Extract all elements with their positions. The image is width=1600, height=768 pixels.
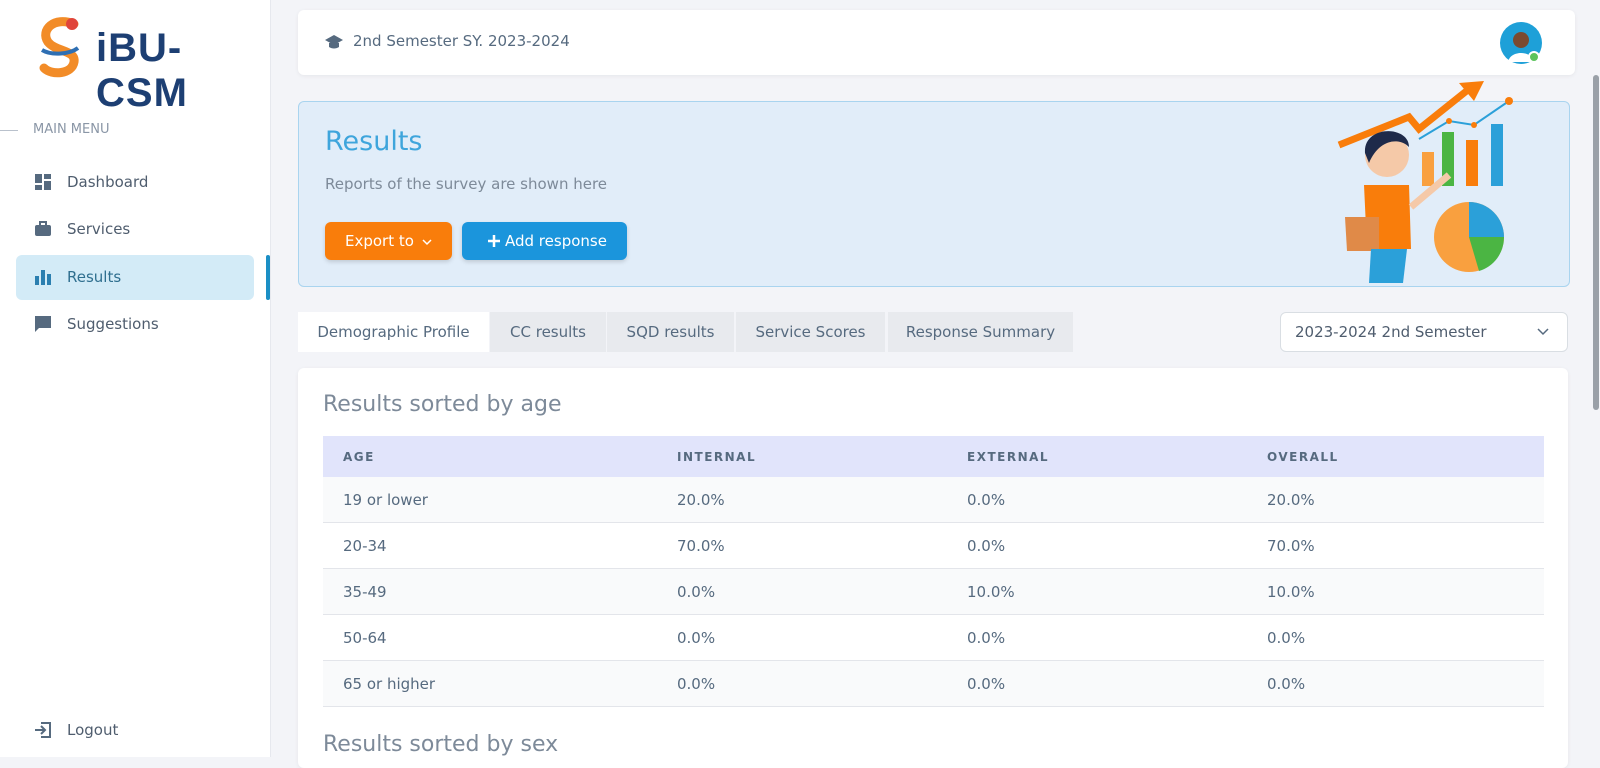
banner-subtitle: Reports of the survey are shown here xyxy=(325,175,608,193)
scroll-thumb[interactable] xyxy=(1593,75,1599,410)
active-indicator xyxy=(266,255,270,300)
table-cell: 0.0% xyxy=(947,477,1247,523)
tab[interactable]: SQD results xyxy=(607,312,734,352)
icon xyxy=(422,239,432,246)
column-header: EXTERNAL xyxy=(947,436,1247,477)
table-cell: 0.0% xyxy=(657,568,947,615)
logo-text: iBU-CSM xyxy=(96,26,188,115)
table-cell: 20-34 xyxy=(323,522,657,569)
table-row: 19 or lower 20.0% 0.0% 20.0% xyxy=(323,477,1544,523)
icon xyxy=(35,270,51,285)
table-cell: 0.0% xyxy=(1247,660,1544,707)
table-row: 20-34 70.0% 0.0% 70.0% xyxy=(323,522,1544,569)
tab[interactable]: Service Scores xyxy=(736,312,885,352)
table-row: 65 or higher 0.0% 0.0% 0.0% xyxy=(323,660,1544,707)
table-cell: 50-64 xyxy=(323,614,657,661)
icon xyxy=(35,221,51,236)
tab[interactable]: Demographic Profile xyxy=(298,312,489,352)
add-response-button[interactable]: Add response xyxy=(462,222,627,260)
icon xyxy=(35,316,51,332)
table-cell: 0.0% xyxy=(657,660,947,707)
button-label: Export to xyxy=(345,232,414,250)
table-cell: 19 or lower xyxy=(323,477,657,523)
table-cell: 0.0% xyxy=(947,660,1247,707)
table-cell: 10.0% xyxy=(1247,568,1544,615)
banner: Results Reports of the survey are shown … xyxy=(298,81,1570,287)
semester-label: 2nd Semester SY. 2023-2024 xyxy=(353,32,570,50)
menu-item[interactable]: Results xyxy=(16,255,254,300)
button-label: Add response xyxy=(505,232,607,250)
table-cell: 10.0% xyxy=(947,568,1247,615)
illustration xyxy=(1337,81,1513,283)
menu-label: Suggestions xyxy=(67,315,159,333)
top-bar: 2nd Semester SY. 2023-2024 xyxy=(298,10,1575,75)
table-row: 50-64 0.0% 0.0% 0.0% xyxy=(323,614,1544,661)
column-header: AGE xyxy=(323,436,657,477)
menu-label: Logout xyxy=(67,721,119,739)
age-table: AGE INTERNAL EXTERNAL OVERALL 19 or lower 20… xyxy=(323,436,1544,707)
section-title: Results sorted by sex xyxy=(323,732,559,757)
table-cell: 0.0% xyxy=(947,522,1247,569)
table-cell: 70.0% xyxy=(657,522,947,569)
table-cell: 20.0% xyxy=(1247,477,1544,523)
table-cell: 0.0% xyxy=(1247,614,1544,661)
logo-mark xyxy=(39,17,80,78)
logout[interactable]: Logout xyxy=(16,708,254,753)
table-body: 19 or lower 20.0% 0.0% 20.0% 20-34 70.0% 0.0% 7… xyxy=(323,477,1544,707)
menu-label: Dashboard xyxy=(67,173,149,191)
menu-item[interactable]: Suggestions xyxy=(16,302,254,347)
avatar[interactable] xyxy=(1500,22,1544,66)
icon xyxy=(325,35,343,49)
table-cell: 70.0% xyxy=(1247,522,1544,569)
menu-item[interactable]: Services xyxy=(16,207,254,252)
icon xyxy=(35,174,51,190)
table-row: 35-49 0.0% 10.0% 10.0% xyxy=(323,568,1544,615)
table-cell: 65 or higher xyxy=(323,660,657,707)
scrollbar xyxy=(1592,0,1600,757)
menu-label: Results xyxy=(67,268,122,286)
table-cell: 20.0% xyxy=(657,477,947,523)
menu-label: Services xyxy=(67,220,131,238)
menu-item[interactable]: Dashboard xyxy=(16,160,254,205)
semester-select[interactable]: 2023-2024 2nd Semester xyxy=(1280,312,1568,352)
section-title: Results sorted by age xyxy=(323,392,562,417)
tab[interactable]: Response Summary xyxy=(888,312,1073,352)
tab[interactable]: CC results xyxy=(490,312,606,352)
banner-title: Results xyxy=(325,126,423,157)
table-header: AGE INTERNAL EXTERNAL OVERALL xyxy=(323,436,1544,477)
menu-rule xyxy=(0,130,18,131)
table-cell: 0.0% xyxy=(947,614,1247,661)
select-value: 2023-2024 2nd Semester xyxy=(1295,323,1487,341)
icon xyxy=(35,722,51,738)
export-button[interactable]: Export to xyxy=(325,222,452,260)
icon xyxy=(1537,328,1549,336)
results-card: Results sorted by age AGE INTERNAL EXTERNA… xyxy=(298,368,1568,768)
table-cell: 0.0% xyxy=(657,614,947,661)
sidebar: iBU-CSM MAIN MENU Dashboard Services Res… xyxy=(0,0,271,757)
column-header: INTERNAL xyxy=(657,436,947,477)
table-cell: 35-49 xyxy=(323,568,657,615)
column-header: OVERALL xyxy=(1247,436,1544,477)
icon xyxy=(488,235,500,247)
menu-heading: MAIN MENU xyxy=(33,122,110,137)
